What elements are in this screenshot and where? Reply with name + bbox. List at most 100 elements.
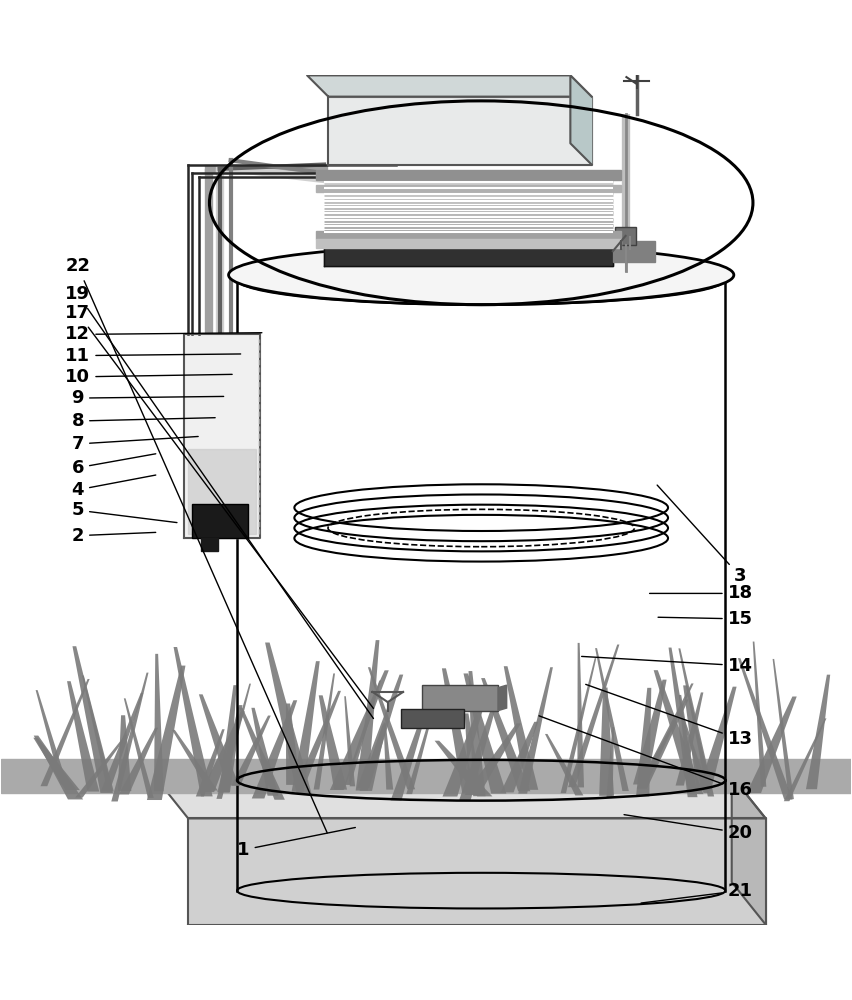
- Text: 16: 16: [539, 716, 752, 799]
- Text: 18: 18: [649, 584, 753, 602]
- Polygon shape: [738, 658, 792, 800]
- Polygon shape: [231, 716, 271, 786]
- Text: 11: 11: [66, 347, 240, 365]
- Polygon shape: [72, 646, 113, 793]
- Text: 1: 1: [237, 827, 355, 859]
- Polygon shape: [676, 692, 704, 786]
- Polygon shape: [599, 688, 614, 796]
- Text: 5: 5: [72, 501, 177, 523]
- Polygon shape: [315, 170, 621, 180]
- Polygon shape: [296, 691, 341, 785]
- Polygon shape: [154, 654, 164, 791]
- FancyBboxPatch shape: [422, 685, 498, 711]
- Polygon shape: [568, 645, 619, 787]
- Text: 6: 6: [72, 454, 156, 477]
- Polygon shape: [464, 713, 481, 790]
- Text: 3: 3: [657, 485, 746, 585]
- Polygon shape: [315, 231, 621, 239]
- Polygon shape: [315, 185, 621, 192]
- Polygon shape: [682, 716, 710, 793]
- Polygon shape: [314, 673, 335, 790]
- Polygon shape: [118, 715, 131, 791]
- Text: 20: 20: [624, 815, 752, 842]
- Polygon shape: [196, 729, 225, 796]
- Polygon shape: [607, 727, 614, 798]
- Polygon shape: [773, 659, 794, 799]
- Polygon shape: [464, 723, 521, 795]
- Polygon shape: [199, 694, 239, 785]
- Polygon shape: [679, 695, 697, 793]
- Polygon shape: [82, 675, 114, 791]
- Polygon shape: [118, 728, 158, 794]
- Text: 8: 8: [72, 412, 216, 430]
- Polygon shape: [34, 736, 83, 799]
- Polygon shape: [286, 703, 300, 785]
- Polygon shape: [636, 699, 688, 789]
- Polygon shape: [481, 678, 531, 791]
- Polygon shape: [442, 668, 475, 793]
- Text: 7: 7: [72, 435, 199, 453]
- Polygon shape: [406, 709, 434, 794]
- Polygon shape: [683, 685, 711, 791]
- Polygon shape: [201, 538, 218, 551]
- Polygon shape: [806, 675, 830, 789]
- Text: 4: 4: [72, 475, 156, 499]
- Polygon shape: [184, 334, 261, 538]
- Text: 12: 12: [66, 325, 262, 343]
- Polygon shape: [383, 722, 394, 790]
- Polygon shape: [746, 696, 797, 793]
- Polygon shape: [669, 648, 698, 797]
- Polygon shape: [561, 658, 596, 793]
- Polygon shape: [504, 666, 538, 790]
- Polygon shape: [36, 690, 67, 785]
- Text: 10: 10: [66, 368, 232, 386]
- Polygon shape: [390, 708, 428, 801]
- Polygon shape: [633, 680, 666, 785]
- Polygon shape: [330, 670, 389, 790]
- Polygon shape: [368, 667, 415, 789]
- Polygon shape: [570, 75, 591, 165]
- Polygon shape: [324, 237, 613, 266]
- Text: 21: 21: [641, 882, 752, 903]
- Polygon shape: [219, 685, 237, 793]
- Polygon shape: [188, 449, 256, 534]
- Text: 22: 22: [66, 257, 327, 833]
- Polygon shape: [613, 241, 655, 262]
- Ellipse shape: [228, 245, 734, 305]
- Polygon shape: [251, 708, 279, 796]
- Polygon shape: [463, 673, 506, 794]
- Polygon shape: [319, 695, 347, 790]
- Polygon shape: [124, 698, 153, 798]
- Polygon shape: [33, 738, 80, 790]
- Polygon shape: [442, 702, 485, 797]
- Polygon shape: [41, 679, 89, 786]
- Polygon shape: [188, 818, 766, 925]
- Polygon shape: [172, 730, 218, 791]
- Text: 19: 19: [66, 285, 373, 719]
- Text: 2: 2: [72, 527, 156, 545]
- Polygon shape: [201, 711, 245, 792]
- Polygon shape: [328, 97, 591, 165]
- Polygon shape: [498, 685, 507, 711]
- Polygon shape: [435, 741, 492, 796]
- Polygon shape: [578, 643, 584, 787]
- Polygon shape: [732, 776, 766, 925]
- Polygon shape: [112, 673, 148, 801]
- Polygon shape: [501, 722, 538, 792]
- Polygon shape: [2, 759, 850, 793]
- Text: 17: 17: [66, 304, 373, 708]
- Polygon shape: [344, 681, 381, 785]
- Polygon shape: [653, 670, 704, 794]
- Polygon shape: [784, 718, 826, 801]
- Polygon shape: [251, 700, 297, 798]
- Polygon shape: [75, 735, 127, 798]
- Polygon shape: [678, 648, 714, 797]
- FancyBboxPatch shape: [400, 709, 464, 728]
- Polygon shape: [469, 671, 486, 796]
- Bar: [193, 504, 248, 538]
- Text: 13: 13: [585, 684, 752, 748]
- Polygon shape: [545, 734, 584, 795]
- Polygon shape: [217, 705, 243, 792]
- Polygon shape: [357, 675, 403, 788]
- Polygon shape: [265, 643, 312, 794]
